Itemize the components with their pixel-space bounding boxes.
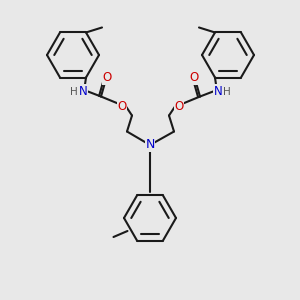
Text: H: H [223, 86, 231, 97]
Text: O: O [189, 71, 199, 84]
Text: H: H [70, 86, 78, 97]
Text: N: N [145, 139, 155, 152]
Text: O: O [117, 100, 127, 113]
Text: N: N [214, 85, 222, 98]
Text: O: O [102, 71, 112, 84]
Text: O: O [174, 100, 184, 113]
Text: N: N [79, 85, 87, 98]
